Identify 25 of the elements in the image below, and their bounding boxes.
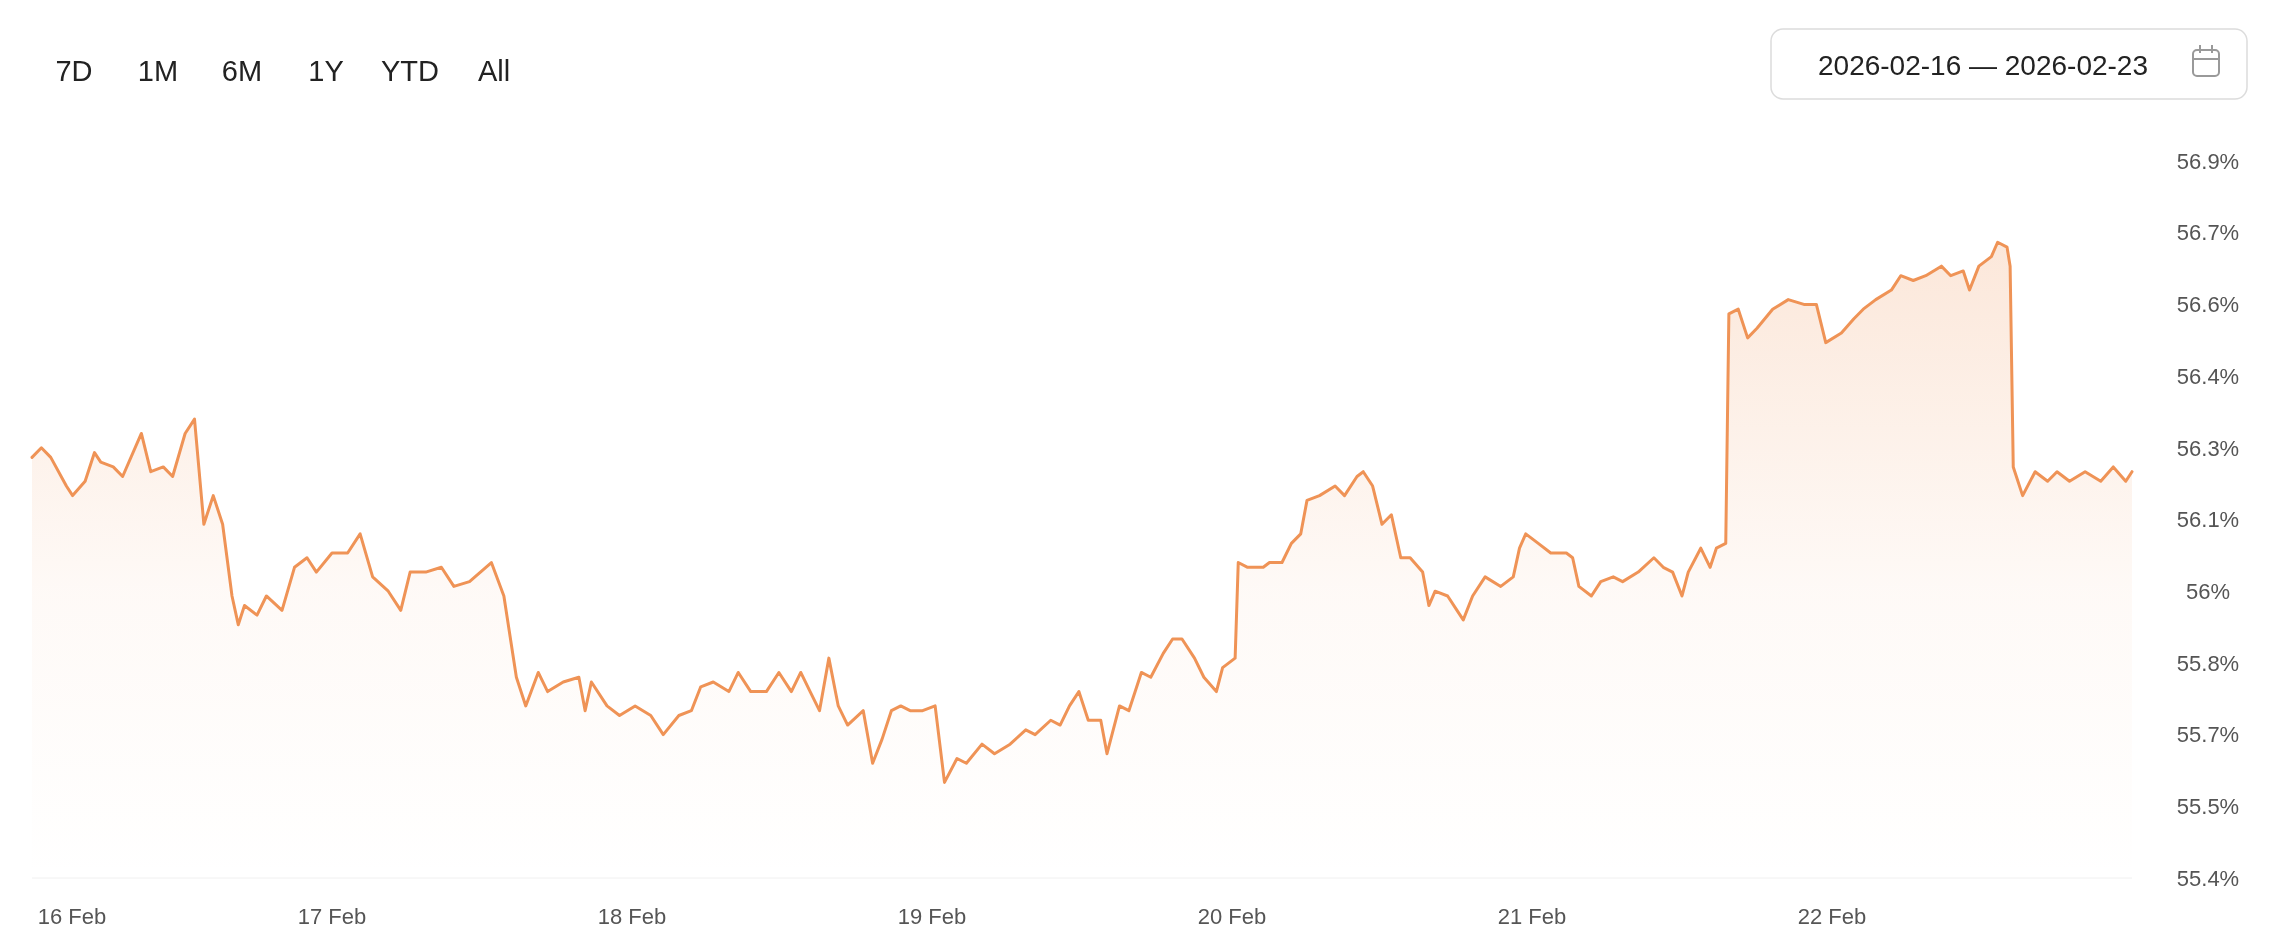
x-tick-label: 18 Feb bbox=[597, 904, 667, 929]
y-tick-label: 55.8% bbox=[2176, 650, 2240, 676]
text: YTD bbox=[381, 55, 439, 87]
y-tick-label: 55.7% bbox=[2176, 722, 2240, 748]
text: 1Y bbox=[308, 55, 344, 87]
y-tick-label: 56.7% bbox=[2176, 220, 2240, 246]
text: 6M bbox=[221, 55, 263, 87]
y-tick-label: 56.1% bbox=[2176, 507, 2240, 533]
y-tick-label: 55.5% bbox=[2176, 794, 2240, 819]
x-tick-label: 20 Feb bbox=[1197, 904, 1267, 929]
y-tick-label: 56.3% bbox=[2176, 435, 2240, 461]
x-tick-label: 21 Feb bbox=[1497, 904, 1567, 929]
y-tick-label: 56% bbox=[2185, 578, 2231, 604]
x-tick-label: 19 Feb bbox=[897, 904, 967, 929]
text: All bbox=[477, 55, 511, 87]
y-tick-label: 56.9% bbox=[2176, 148, 2240, 174]
x-tick-label: 17 Feb bbox=[297, 904, 367, 929]
text: 2026-02-16 — 2026-02-23 bbox=[1817, 50, 2149, 81]
x-tick-label: 16 Feb bbox=[37, 904, 107, 929]
text: 7D bbox=[55, 55, 93, 87]
y-tick-label: 56.6% bbox=[2176, 292, 2240, 318]
x-tick-label: 22 Feb bbox=[1797, 904, 1867, 929]
y-tick-label: 56.4% bbox=[2176, 363, 2240, 389]
y-tick-label: 55.4% bbox=[2176, 865, 2240, 891]
text: 1M bbox=[137, 55, 179, 87]
